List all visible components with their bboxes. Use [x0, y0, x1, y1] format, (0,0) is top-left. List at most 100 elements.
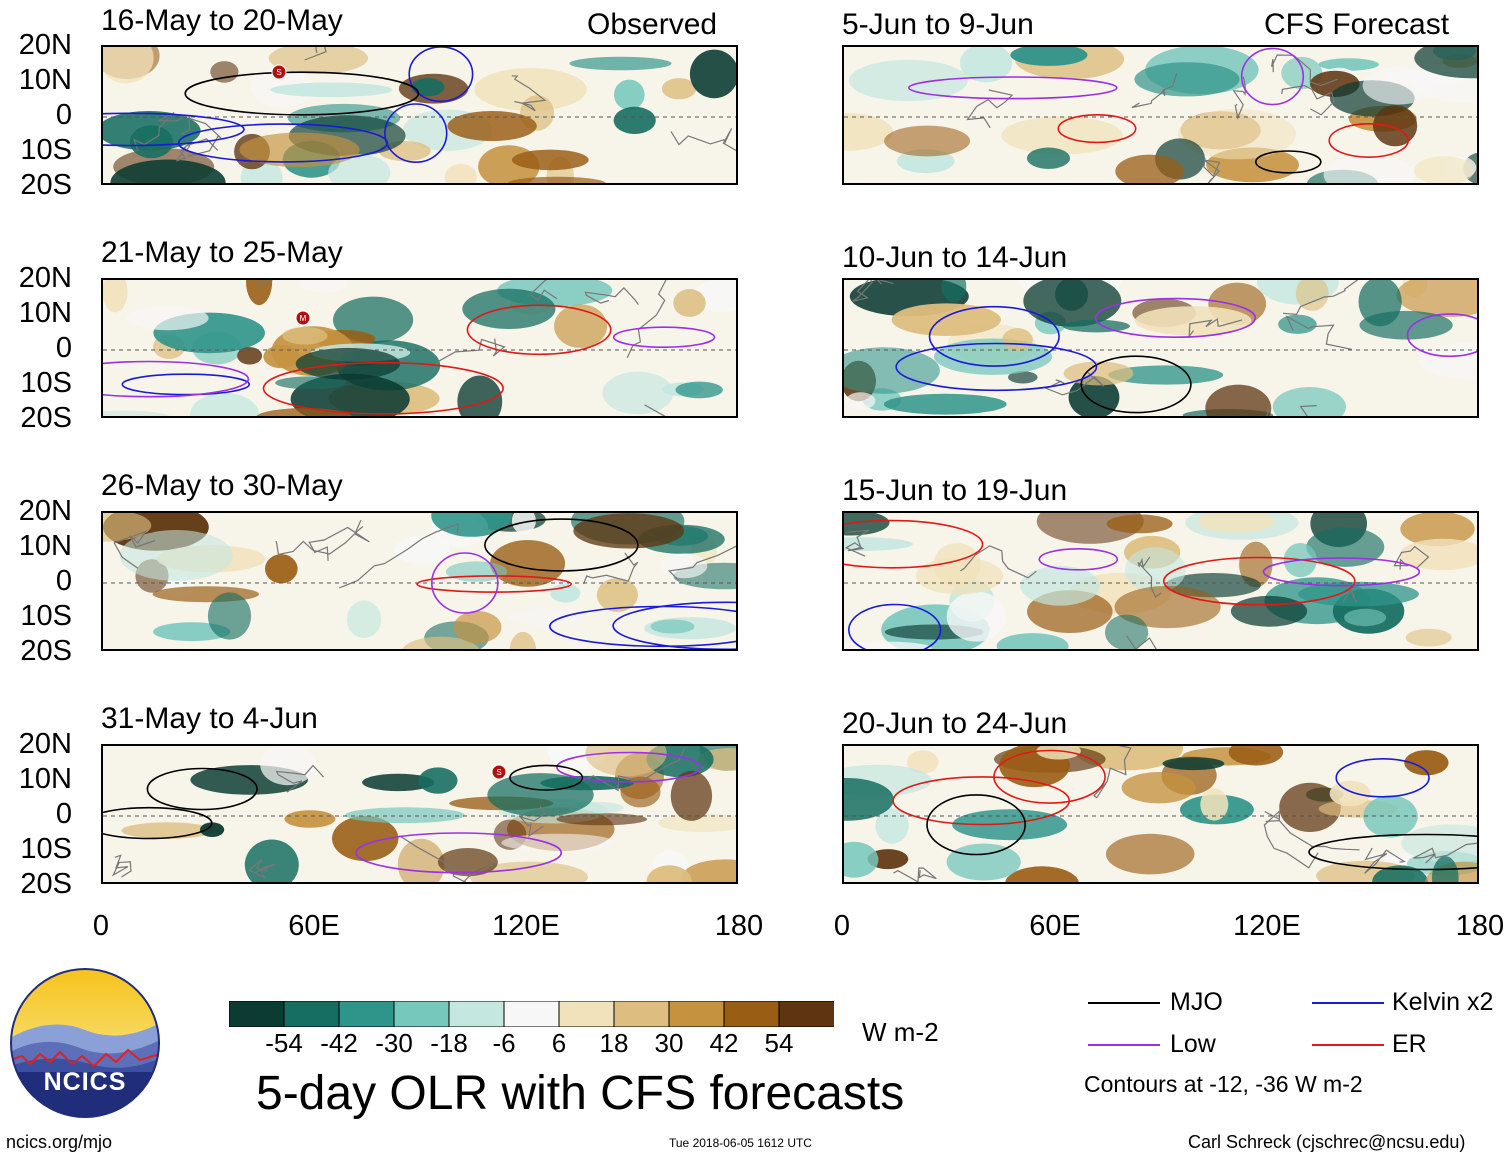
olr-anomaly-blob: [1318, 58, 1379, 71]
olr-anomaly-blob: [1036, 746, 1081, 760]
olr-anomaly-blob: [916, 557, 1004, 595]
map-panel-fcst-3: [842, 511, 1479, 651]
olr-anomaly-blob: [556, 813, 648, 826]
olr-anomaly-blob: [1008, 371, 1038, 384]
colorbar-swatch: [393, 1000, 450, 1028]
olr-anomaly-blob: [1279, 782, 1341, 832]
wave-contour: [184, 71, 420, 116]
coastline: [580, 747, 686, 792]
coastline: [1281, 84, 1335, 116]
observed-header: Observed: [587, 8, 718, 41]
olr-anomaly-blob: [1020, 566, 1101, 606]
olr-anomaly-blob: [614, 79, 645, 110]
olr-anomaly-blob: [237, 347, 263, 365]
olr-anomaly-blob: [210, 61, 239, 83]
colorbar-swatch: [613, 1000, 670, 1028]
olr-anomaly-blob: [1362, 67, 1435, 105]
wave-contour: [121, 373, 251, 396]
wave-contour: [1094, 297, 1257, 339]
coastline: [308, 519, 370, 561]
coastline: [338, 523, 459, 589]
footer-timestamp: Tue 2018-06-05 1612 UTC: [669, 1136, 812, 1150]
olr-anomaly-blob: [845, 392, 876, 410]
lat-label: 0: [55, 99, 72, 131]
olr-anomaly-blob: [1005, 866, 1079, 882]
wave-contour: [384, 103, 448, 164]
storm-marker: S: [271, 64, 287, 80]
olr-anomaly-blob: [952, 809, 1068, 841]
map-panel-obs-3: [101, 511, 738, 651]
colorbar-tick-label: -30: [375, 1028, 413, 1058]
colorbar-swatch: [228, 1000, 285, 1028]
olr-anomaly-blob: [394, 535, 451, 565]
ncics-logo: NCICS: [10, 968, 160, 1118]
coastline: [1263, 809, 1319, 869]
olr-map: S: [103, 47, 736, 183]
lat-label: 10S: [20, 367, 72, 399]
coastline: [1282, 280, 1359, 316]
olr-anomaly-blob: [256, 408, 353, 416]
olr-anomaly-blob: [346, 600, 382, 638]
olr-anomaly-blob: [602, 371, 674, 415]
olr-anomaly-blob: [1358, 280, 1402, 327]
colorbar-tick-label: 54: [764, 1028, 794, 1058]
coastline: [966, 89, 1014, 129]
panel-title-fcst-3: 15-Jun to 19-Jun: [842, 474, 1068, 507]
legend-line-kelvin: [1312, 1002, 1384, 1004]
coastline: [1044, 372, 1105, 396]
coastline: [1188, 318, 1243, 339]
coastline: [893, 867, 937, 882]
olr-anomaly-blob: [675, 381, 723, 399]
lon-label: 0: [92, 910, 110, 942]
olr-anomaly-blob: [268, 47, 369, 74]
lat-label: 10S: [20, 134, 72, 166]
olr-anomaly-blob: [282, 327, 328, 345]
olr-anomaly-blob: [126, 306, 209, 331]
ncics-logo-text: NCICS: [43, 1068, 127, 1096]
wave-contour: [908, 76, 1118, 100]
olr-anomaly-blob: [298, 280, 348, 293]
olr-anomaly-blob: [875, 808, 909, 844]
olr-anomaly-blob: [362, 773, 435, 792]
coastline: [132, 112, 187, 150]
olr-anomaly-blob: [1108, 365, 1224, 385]
coastline: [275, 764, 325, 793]
footer-url[interactable]: ncics.org/mjo: [6, 1132, 113, 1152]
olr-anomaly-blob: [569, 56, 672, 71]
colorbar-units: W m-2: [862, 1017, 939, 1047]
olr-anomaly-blob: [418, 767, 458, 794]
coastline: [399, 835, 493, 882]
legend-note: Contours at -12, -36 W m-2: [1084, 1071, 1363, 1097]
wave-contour: [1262, 557, 1421, 587]
olr-anomaly-blob: [946, 843, 1021, 881]
storm-marker-label: S: [276, 68, 281, 77]
olr-anomaly-blob: [507, 176, 606, 183]
olr-anomaly-blob: [1002, 328, 1033, 352]
coastline: [584, 287, 639, 306]
storm-marker: S: [491, 764, 507, 780]
coastline: [667, 545, 736, 581]
olr-anomaly-blob: [844, 347, 940, 394]
olr-anomaly-blob: [1105, 614, 1149, 649]
wave-contour: [430, 552, 499, 614]
coastline: [1341, 581, 1357, 603]
wave-contour: [1240, 47, 1305, 106]
coastline: [518, 805, 546, 838]
olr-anomaly-blob: [960, 47, 1013, 83]
olr-anomaly-blob: [511, 149, 589, 171]
coastline: [175, 138, 219, 162]
olr-anomaly-blob: [946, 591, 1006, 642]
map-panel-fcst-2: [842, 278, 1479, 418]
olr-anomaly-blob: [554, 304, 608, 348]
lat-label: 20N: [18, 262, 72, 294]
colorbar-swatch: [283, 1000, 340, 1028]
olr-map: [844, 280, 1477, 416]
map-panel-fcst-4: [842, 744, 1479, 884]
olr-anomaly-blob: [661, 553, 708, 579]
olr-anomaly-blob: [453, 611, 502, 644]
map-panel-obs-2: M: [101, 278, 738, 418]
coastline: [111, 854, 132, 878]
olr-anomaly-blob: [1414, 156, 1475, 183]
legend-label-low: Low: [1170, 1030, 1216, 1058]
olr-anomaly-blob: [884, 125, 971, 157]
